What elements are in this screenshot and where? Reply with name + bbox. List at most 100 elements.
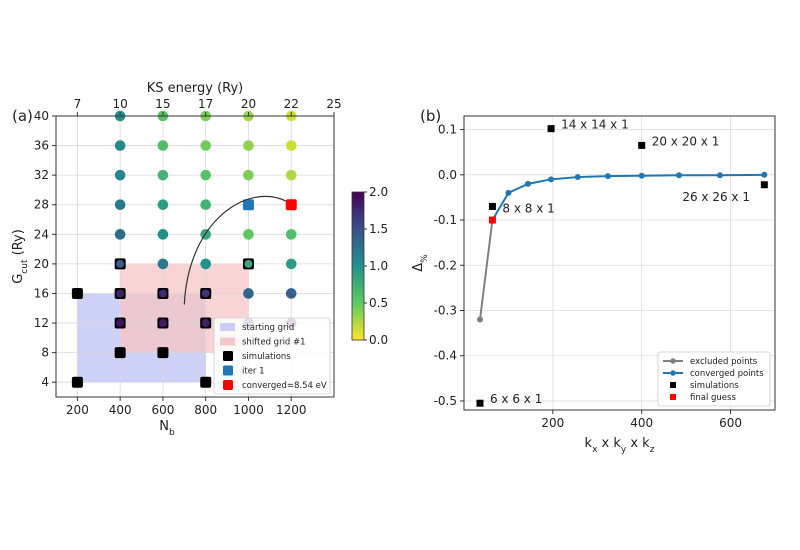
grid-point (114, 199, 126, 211)
x-tick-label: 200 (541, 416, 564, 430)
right-annotations: 6 x 6 x 1 8 x 8 x 1 14 x 14 x 1 20 x 20 x 1… (490, 118, 750, 407)
grid-point (285, 288, 297, 299)
grid-point (200, 140, 211, 151)
x-tick-label: 400 (109, 403, 132, 417)
left-data-points (71, 110, 297, 388)
x-tick-label: 200 (66, 403, 89, 417)
grid-point (114, 229, 126, 240)
grid-point (157, 229, 169, 240)
right-plot-frame (463, 115, 776, 411)
grid-point (157, 169, 169, 181)
simulation-point (488, 202, 496, 210)
annotation-label: 6 x 6 x 1 (490, 392, 542, 406)
top-tick-label: 10 (113, 97, 128, 111)
legend-marker (670, 370, 676, 376)
legend-label: simulations (690, 381, 739, 391)
x-tick-label: 1000 (233, 403, 264, 417)
simulation-grid-point (116, 289, 125, 298)
y-tick-label: 0.0 (438, 168, 457, 182)
left-chart: 200 400 600 800 1000 1200 481216202428323640 … (11, 81, 342, 438)
legend-swatch (220, 337, 235, 346)
left-x-ticks: 200 400 600 800 1000 1200 (66, 397, 307, 417)
legend-label: converged points (690, 369, 764, 379)
y-tick-label: -0.5 (434, 394, 457, 408)
y-tick-label: -0.3 (434, 303, 457, 317)
grid-point (285, 140, 297, 151)
grid-point (285, 258, 297, 270)
simulation-point (638, 141, 646, 149)
simulation-point (200, 376, 212, 388)
grid-point (200, 169, 211, 181)
legend-label: converged=8.54 eV (242, 381, 327, 391)
legend-marker (670, 382, 676, 388)
top-axis-label: KS energy (Ry) (147, 81, 244, 96)
y-tick-label: 8 (41, 346, 49, 360)
series-point (524, 180, 531, 187)
series-point (574, 174, 581, 181)
simulation-grid-point (244, 259, 253, 268)
colorbar-tick-label: 2.0 (369, 185, 388, 199)
grid-point (243, 169, 254, 181)
top-tick-label: 7 (74, 97, 82, 111)
simulation-grid-point (158, 319, 167, 328)
panel-label-a: (a) (12, 107, 33, 125)
legend-box (213, 317, 331, 395)
series-point (505, 189, 512, 196)
colorbar-tick-label: 1.0 (369, 259, 388, 273)
right-y-axis-label: Δ% (411, 254, 430, 272)
series-point (761, 171, 768, 178)
series-point (604, 173, 611, 180)
legend-label: simulations (242, 352, 291, 362)
annotation-label: 8 x 8 x 1 (502, 201, 554, 215)
simulation-point (760, 181, 768, 189)
simulation-grid-point (116, 319, 125, 328)
left-plot-frame (55, 115, 335, 398)
top-tick-label: 15 (155, 97, 170, 111)
legend-marker (223, 365, 233, 376)
y-tick-label: 36 (34, 139, 49, 153)
left-y-ticks: 4 8 12 16 20 24 28 32 36 40 (34, 109, 56, 389)
legend-marker (223, 380, 233, 390)
simulation-point (71, 376, 83, 388)
left-legend: starting grid shifted grid #1 simulations i… (213, 317, 331, 395)
grid-point (200, 258, 211, 270)
y-tick-label: 4 (41, 375, 49, 389)
colorbar-tick-label: 0.0 (369, 333, 388, 347)
right-simulation-points (476, 125, 768, 407)
x-tick-label: 1200 (276, 403, 307, 417)
grid-point (243, 288, 254, 299)
top-tick-label: 22 (284, 97, 299, 111)
iter1-point (242, 199, 254, 211)
annotation-label: 14 x 14 x 1 (561, 118, 629, 132)
colorbar-tick-label: 0.5 (369, 296, 388, 310)
x-tick-label: 800 (194, 403, 217, 417)
simulation-grid-point (201, 319, 210, 328)
y-tick-label: 40 (34, 109, 49, 123)
simulation-grid-point (201, 289, 210, 298)
grid-point (114, 140, 126, 151)
legend-box (657, 351, 771, 407)
x-tick-label: 400 (630, 416, 653, 430)
grid-point (114, 169, 126, 181)
y-tick-label: 0.1 (438, 123, 457, 137)
y-tick-label: 20 (34, 257, 49, 271)
series-point (548, 176, 555, 183)
grid-point (157, 258, 169, 270)
right-x-axis-label: kx x ky x kz (585, 436, 655, 455)
colorbar: 0.0 0.5 1.0 1.5 2.0 (351, 185, 388, 347)
grid-point (285, 169, 297, 181)
legend-marker (670, 394, 676, 400)
grid-point (157, 140, 169, 151)
y-tick-label: 16 (34, 286, 49, 300)
series-line (491, 173, 765, 221)
trajectory-arrow (183, 195, 287, 305)
colorbar-ticks: 0.0 0.5 1.0 1.5 2.0 (364, 185, 388, 347)
legend-label: final guess (690, 393, 736, 403)
simulation-point (114, 347, 126, 359)
simulation-grid-point (158, 289, 167, 298)
y-tick-label: 12 (34, 316, 49, 330)
grid-point (285, 229, 297, 240)
panel-label-b: (b) (420, 107, 441, 125)
series-point (638, 172, 645, 179)
